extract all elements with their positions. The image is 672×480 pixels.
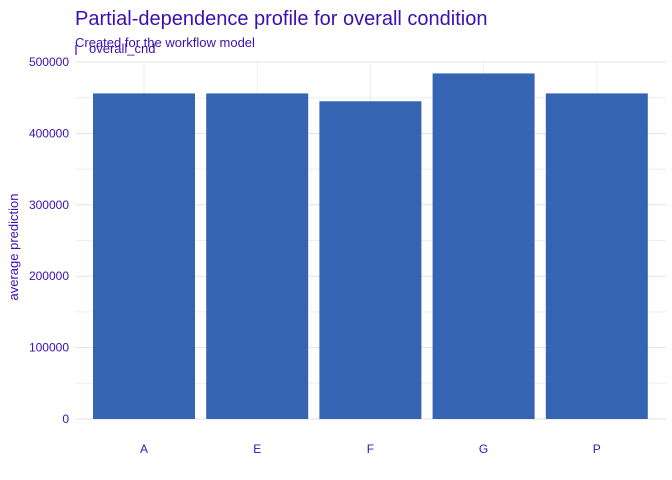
bar [319, 101, 422, 420]
bar [545, 93, 648, 419]
x-tick-label: E [253, 442, 261, 456]
chart-subtitle: Created for the workflow model [75, 35, 255, 50]
y-tick-label: 500000 [29, 55, 69, 69]
chart-title: Partial-dependence profile for overall c… [75, 8, 487, 30]
y-tick-label: 100000 [29, 341, 69, 355]
bar [206, 93, 309, 419]
x-tick-label: A [140, 442, 148, 456]
facet-strip: overall_cnd [75, 41, 156, 56]
y-tick-label: 300000 [29, 198, 69, 212]
y-tick-label: 0 [62, 412, 69, 426]
x-tick-label: P [593, 442, 601, 456]
x-tick-label: G [479, 442, 488, 456]
facet-label: overall_cnd [89, 41, 156, 56]
bar-layer [93, 73, 648, 420]
bar [432, 73, 535, 419]
x-tick-label: F [367, 442, 374, 456]
y-axis-title: average prediction [6, 194, 21, 301]
bar [93, 93, 195, 419]
y-axis-layer: 0 100000 200000 300000 400000 500000 [29, 55, 69, 426]
y-tick-label: 400000 [29, 126, 69, 140]
y-tick-label: 200000 [29, 269, 69, 283]
